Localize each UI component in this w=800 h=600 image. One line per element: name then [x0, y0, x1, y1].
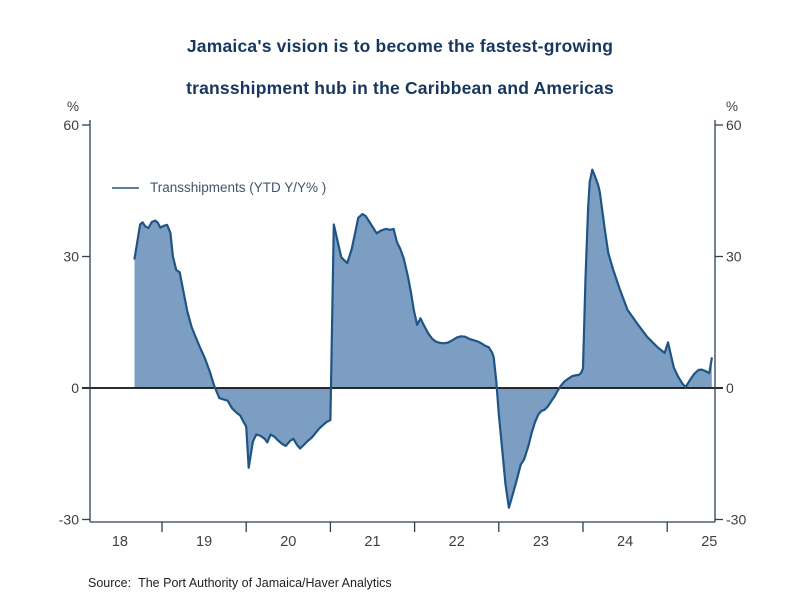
x-axis-label: 18 — [112, 534, 128, 550]
source-text: The Port Authority of Jamaica/Haver Anal… — [138, 576, 392, 590]
y-axis-label-left: 60 — [63, 117, 79, 133]
legend-label: Transshipments (YTD Y/Y% ) — [150, 180, 327, 195]
source-line: Source: The Port Authority of Jamaica/Hav… — [88, 576, 392, 590]
area-fill — [134, 169, 712, 508]
x-axis-label: 24 — [617, 534, 633, 550]
percent-label-left: % — [67, 99, 79, 114]
source-prefix: Source: — [88, 576, 132, 590]
x-axis-label: 21 — [364, 534, 380, 550]
trend-line — [133, 168, 713, 509]
chart-title-line1: Jamaica's vision is to become the fastes… — [186, 36, 614, 56]
y-axis-label-right: 0 — [726, 380, 734, 396]
x-axis-label: 25 — [701, 534, 717, 550]
percent-label-right: % — [726, 99, 738, 114]
legend-line-swatch — [112, 186, 139, 189]
y-axis-label-right: 30 — [726, 249, 742, 265]
y-axis-label-left: -30 — [59, 512, 79, 528]
x-axis-label: 22 — [449, 534, 465, 550]
legend: Transshipments (YTD Y/Y% ) — [112, 180, 326, 195]
y-axis-label-left: 30 — [63, 249, 79, 265]
y-axis-label-left: 0 — [71, 380, 79, 396]
x-axis-label: 23 — [533, 534, 549, 550]
x-axis-label: 20 — [280, 534, 296, 550]
y-axis-label-right: 60 — [726, 117, 742, 133]
chart-title-line2: transshipment hub in the Caribbean and A… — [186, 78, 614, 98]
y-axis-label-right: -30 — [726, 512, 746, 528]
x-axis-label: 19 — [196, 534, 212, 550]
